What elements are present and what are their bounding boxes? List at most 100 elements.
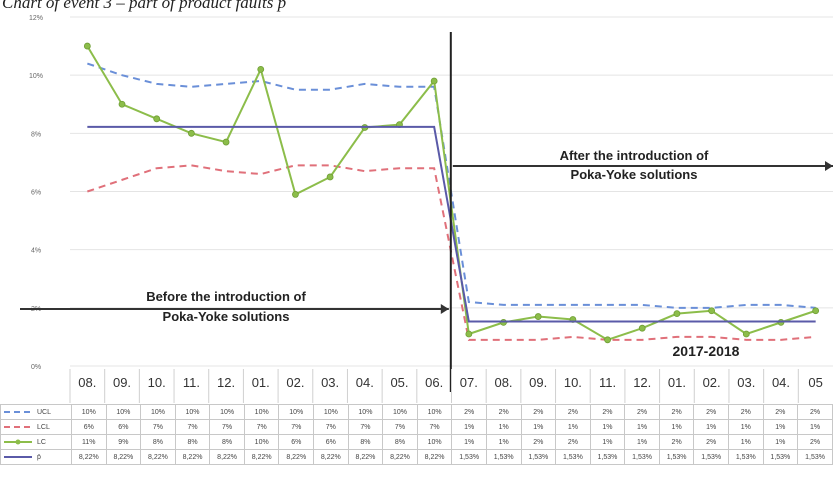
series-lc-point [153, 115, 161, 123]
x-tick-label: 01. [668, 375, 686, 390]
chart-caption: Chart of event 3 – part of product fault… [2, 0, 287, 12]
table-row: UCL 10% 10% 10% 10% 10% 10% 10% 10% 10% 10% 10% 2% 2%… [0, 404, 833, 420]
y-tick-label: 10% [29, 73, 43, 80]
legend-cell: p̄ [0, 449, 72, 465]
table-cell: 6% [71, 419, 107, 435]
table-cell: 7% [382, 419, 418, 435]
x-tick-label: 06. [425, 375, 443, 390]
legend-cell: LCL [0, 419, 72, 435]
table-cell: 8,22% [209, 449, 245, 465]
table-cell: 8,22% [243, 449, 280, 465]
series-lc-point [638, 324, 646, 332]
x-tick-label: 11. [183, 375, 200, 390]
series-lc-point [673, 310, 681, 318]
series-lc-point [812, 307, 820, 315]
table-cell: 1% [797, 419, 833, 435]
table-cell: 2% [797, 434, 833, 450]
table-cell: 8,22% [174, 449, 211, 465]
table-cell: 1% [727, 434, 764, 450]
table-cell: 6% [105, 419, 142, 435]
before-arrow-head [440, 304, 449, 314]
control-chart: 0%2%4%6%8%10%12% Before the introduction… [20, 15, 833, 403]
x-tick-label: 08. [494, 375, 512, 390]
table-cell: 8% [140, 434, 176, 450]
y-tick-label: 6% [31, 190, 41, 197]
after-arrow-head [825, 161, 833, 171]
legend-cell: LC [0, 434, 72, 450]
x-tick-label: 10. [148, 375, 166, 390]
table-cell: 1,53% [451, 449, 487, 465]
table-cell: 1% [693, 419, 729, 435]
table-cell: 2% [693, 434, 729, 450]
table-cell: 1% [555, 419, 591, 435]
table-cell: 2% [451, 404, 487, 420]
legend-swatch [4, 411, 32, 413]
x-tick-label: 03. [321, 375, 339, 390]
table-cell: 7% [209, 419, 245, 435]
series-lc-point [604, 336, 611, 344]
series-lc-point [222, 138, 230, 146]
table-cell: 1,53% [658, 449, 695, 465]
table-cell: 1,53% [555, 449, 591, 465]
table-cell: 11% [71, 434, 107, 450]
table-cell: 10% [382, 404, 418, 420]
table-cell: 8,22% [416, 449, 453, 465]
table-cell: 1,53% [727, 449, 764, 465]
legend-swatch [4, 456, 32, 458]
table-cell: 1,53% [485, 449, 522, 465]
table-cell: 8,22% [105, 449, 142, 465]
legend-cell: UCL [0, 404, 72, 420]
legend-label: LCL [37, 423, 50, 431]
series-lc-point [326, 173, 334, 181]
series-lc-point [118, 100, 126, 108]
table-cell: 1% [485, 419, 522, 435]
table-cell: 7% [174, 419, 211, 435]
table-cell: 8,22% [278, 449, 315, 465]
table-cell: 8% [209, 434, 245, 450]
after-label-line2: Poka-Yoke solutions [571, 167, 698, 182]
table-cell: 10% [243, 404, 280, 420]
table-cell: 10% [71, 404, 107, 420]
table-cell: 7% [416, 419, 453, 435]
table-cell: 1% [727, 419, 764, 435]
table-cell: 2% [555, 404, 591, 420]
y-tick-label: 8% [31, 131, 41, 138]
data-table: UCL 10% 10% 10% 10% 10% 10% 10% 10% 10% 10% 10% 2% 2%… [0, 404, 833, 465]
table-cell: 10% [313, 404, 349, 420]
table-cell: 1% [624, 434, 660, 450]
x-tick-label: 10. [564, 375, 582, 390]
legend-label: UCL [37, 408, 52, 416]
series-lc-point [708, 307, 716, 315]
table-cell: 10% [209, 404, 245, 420]
table-cell: 2% [520, 434, 557, 450]
table-cell: 1,53% [693, 449, 729, 465]
table-cell: 1% [451, 419, 487, 435]
series-lcl-line [87, 164, 816, 341]
table-cell: 2% [727, 404, 764, 420]
table-cell: 9% [105, 434, 142, 450]
series-lc-point [430, 77, 438, 85]
table-cell: 1% [485, 434, 522, 450]
table-cell: 1% [589, 419, 626, 435]
table-cell: 1,53% [624, 449, 660, 465]
table-cell: 1% [520, 419, 557, 435]
table-cell: 1% [589, 434, 626, 450]
table-cell: 1,53% [589, 449, 626, 465]
before-label-line2: Poka-Yoke solutions [163, 309, 290, 324]
table-cell: 7% [313, 419, 349, 435]
x-tick-label: 02. [703, 375, 721, 390]
table-cell: 1% [658, 419, 695, 435]
x-tick-label: 03. [737, 375, 755, 390]
table-cell: 2% [658, 404, 695, 420]
table-cell: 2% [658, 434, 695, 450]
table-cell: 1% [624, 419, 660, 435]
x-tick-label: 05. [390, 375, 408, 390]
table-cell: 10% [416, 404, 453, 420]
table-cell: 1% [451, 434, 487, 450]
table-row: LCL 6% 6% 7% 7% 7% 7% 7% 7% 7% 7% 7% 1% 1% 1% 1% 1% 1% 1% 1… [0, 419, 833, 435]
series-lc-point [534, 313, 542, 320]
table-cell: 2% [797, 404, 833, 420]
x-tick-label: 01. [252, 375, 270, 390]
table-cell: 2% [693, 404, 729, 420]
table-row: p̄ 8,22% 8,22% 8,22% 8,22% 8,22% 8,22% 8,22% 8,2… [0, 449, 833, 465]
